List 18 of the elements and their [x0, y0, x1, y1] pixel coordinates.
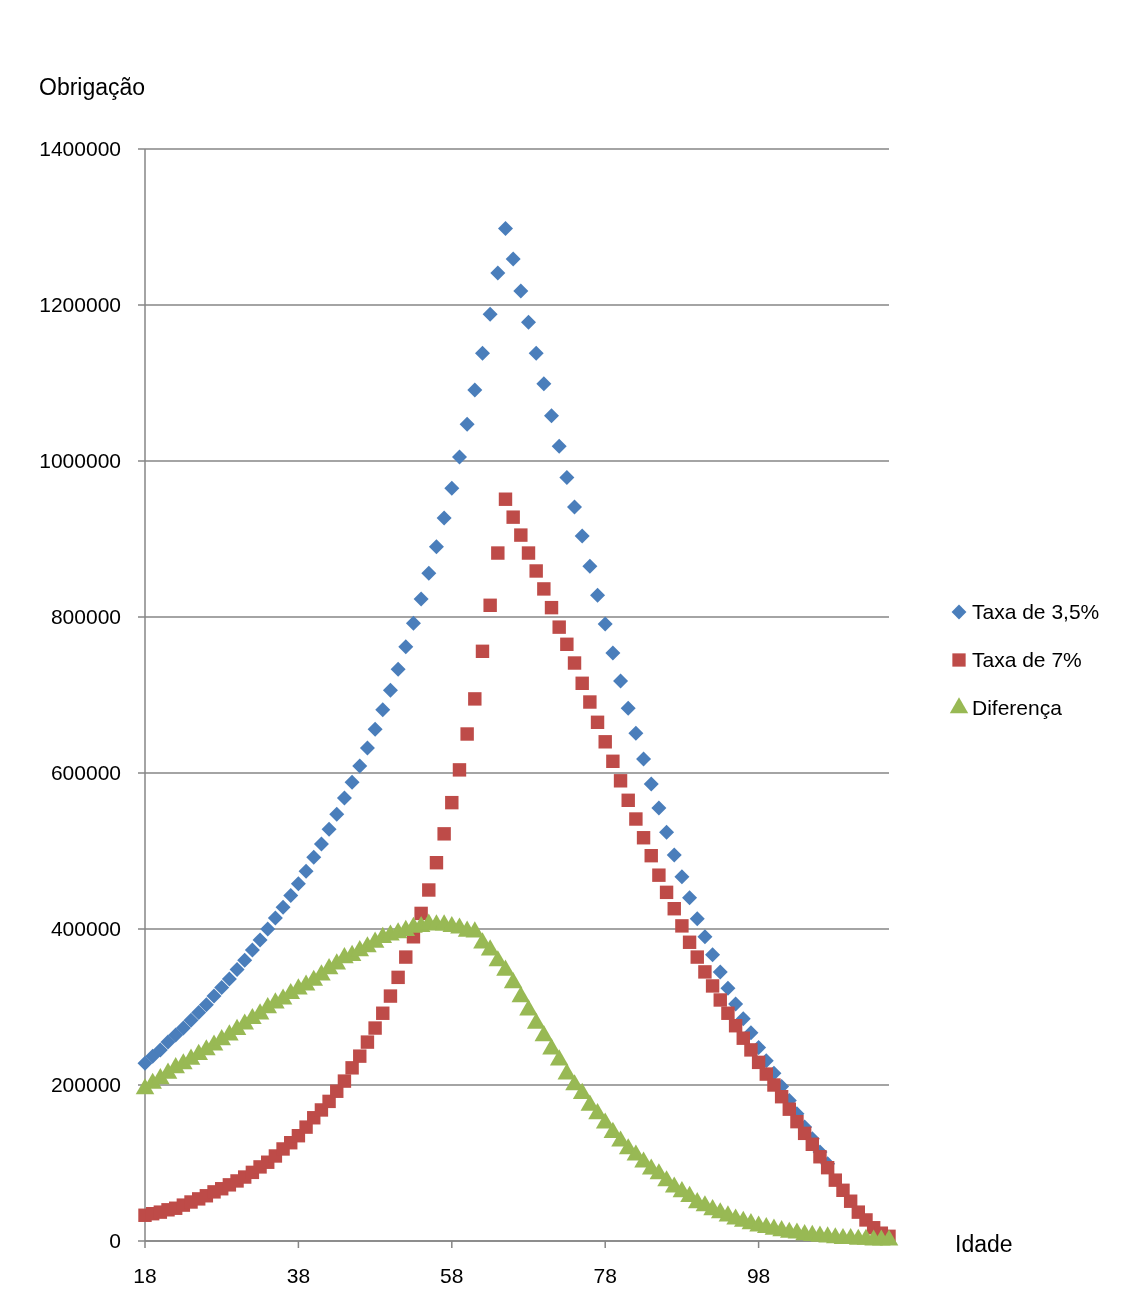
x-tick-label: 98 [746, 1264, 771, 1287]
legend-label: Taxa de 3,5% [972, 600, 1100, 624]
y-tick-label: 1000000 [39, 449, 121, 473]
x-tick-label: 18 [133, 1264, 157, 1287]
legend-label: Diferença [972, 696, 1063, 720]
x-axis-title: Idade [955, 1231, 1013, 1257]
y-tick-label: 0 [109, 1229, 121, 1253]
y-tick-label: 800000 [50, 605, 121, 629]
y-tick-label: 400000 [50, 917, 121, 941]
y-tick-label: 1200000 [39, 293, 121, 317]
legend-label: Taxa de 7% [972, 648, 1082, 672]
y-tick-label: 200000 [50, 1073, 121, 1097]
y-tick-label: 1400000 [39, 137, 121, 161]
x-tick-label: 78 [593, 1264, 617, 1287]
y-tick-label: 600000 [50, 761, 121, 785]
y-axis-title: Obrigação [39, 74, 146, 100]
x-tick-label: 38 [286, 1264, 311, 1287]
x-tick-label: 58 [440, 1264, 464, 1287]
